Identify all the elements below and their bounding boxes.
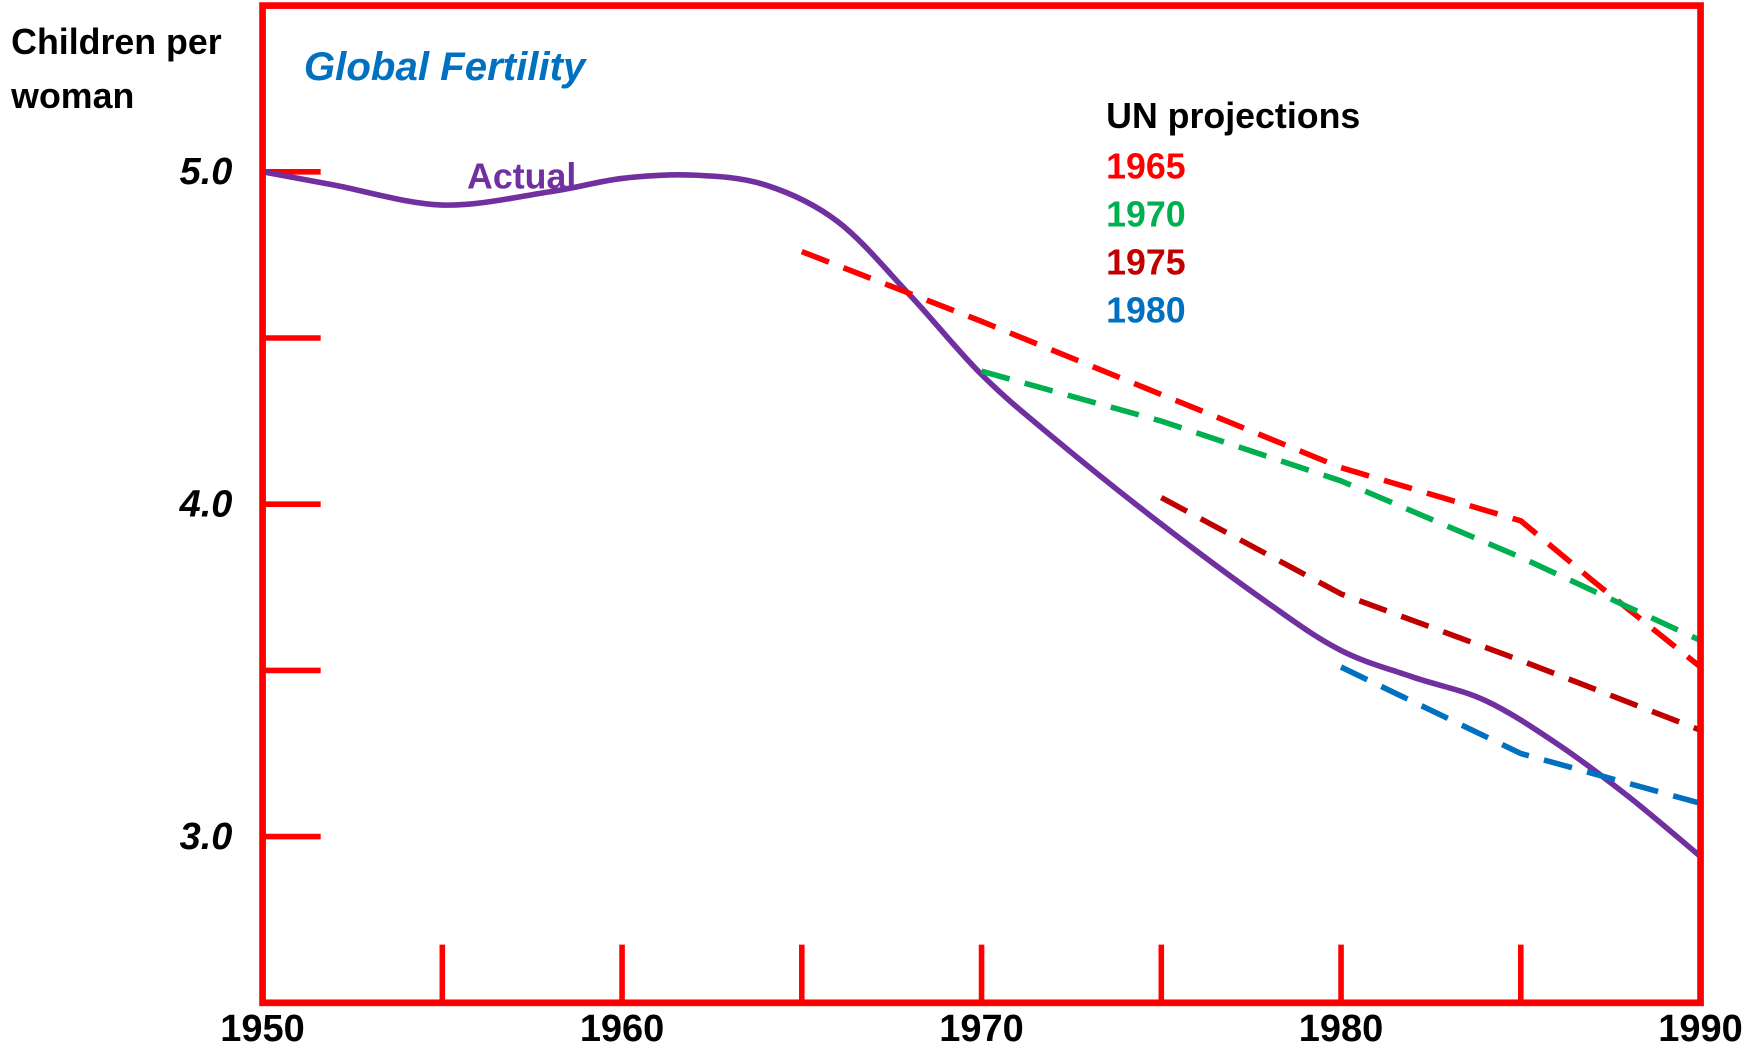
legend-entry: 1975	[1106, 242, 1186, 282]
y-axis-label: woman	[10, 76, 134, 116]
legend-entry: 1965	[1106, 146, 1186, 186]
y-tick-label: 3.0	[180, 816, 233, 858]
y-axis-label: Children per	[11, 22, 222, 62]
projection-line	[980, 368, 1702, 644]
chart-title: Global Fertility	[304, 44, 588, 89]
legend-title: UN projections	[1106, 96, 1360, 136]
x-tick-label: 1970	[939, 1008, 1023, 1050]
projection-line	[1339, 664, 1702, 807]
series-label: Actual	[467, 156, 576, 196]
x-tick-label: 1980	[1299, 1008, 1383, 1050]
x-tick-label: 1950	[220, 1008, 304, 1050]
actual-line	[262, 169, 1703, 859]
legend-entry: 1980	[1106, 290, 1186, 330]
x-tick-label: 1990	[1658, 1008, 1742, 1050]
projection-line	[1159, 495, 1702, 733]
plot-frame	[259, 2, 1704, 1007]
projection-line	[800, 248, 1703, 670]
y-tick-label: 4.0	[179, 483, 233, 525]
legend-entry: 1970	[1106, 194, 1186, 234]
y-tick-label: 5.0	[180, 151, 233, 193]
x-tick-label: 1960	[580, 1008, 664, 1050]
